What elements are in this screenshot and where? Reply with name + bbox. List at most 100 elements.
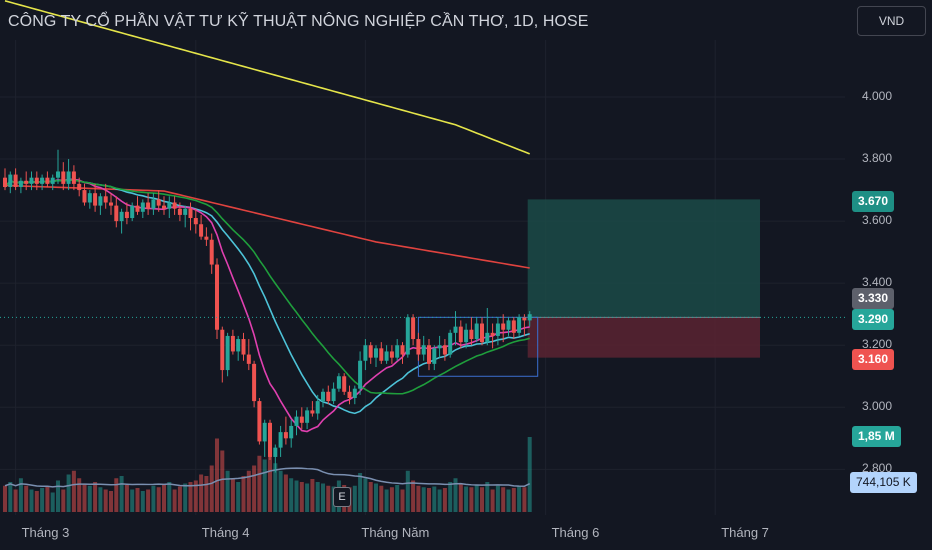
candle-body bbox=[220, 329, 225, 371]
volume-bar bbox=[411, 480, 416, 512]
candle-body bbox=[162, 205, 166, 209]
volume-bar bbox=[209, 465, 214, 512]
candle-body bbox=[321, 391, 325, 402]
candle-body bbox=[437, 345, 442, 349]
volume-bar bbox=[400, 489, 405, 512]
volume-bar bbox=[151, 485, 156, 512]
candle-body bbox=[283, 432, 288, 439]
volume-bar bbox=[24, 485, 29, 512]
volume-bar bbox=[485, 482, 490, 512]
candle-body bbox=[448, 332, 453, 355]
candle-body bbox=[485, 332, 490, 343]
candle-body bbox=[495, 323, 500, 336]
volume-bar bbox=[517, 486, 522, 512]
volume-bar bbox=[432, 486, 437, 512]
volume-bar bbox=[8, 482, 13, 512]
candle-body bbox=[501, 323, 506, 330]
volume-bar bbox=[3, 485, 7, 512]
candle-body bbox=[522, 317, 527, 321]
volume-bar bbox=[278, 470, 283, 512]
volume-bar bbox=[215, 438, 219, 512]
candle-body bbox=[130, 205, 135, 219]
volume-bar bbox=[34, 491, 39, 512]
candle-body bbox=[374, 348, 378, 358]
candle-body bbox=[156, 199, 161, 206]
volume-bar bbox=[480, 487, 484, 512]
candle-body bbox=[368, 345, 373, 358]
volume-bar bbox=[527, 437, 532, 512]
candle-body bbox=[262, 422, 267, 442]
candle-body bbox=[326, 391, 331, 402]
candle-body bbox=[347, 391, 352, 398]
candle-body bbox=[458, 326, 463, 343]
volume-bar bbox=[183, 483, 188, 512]
volume-bar bbox=[220, 450, 225, 512]
candle-body bbox=[480, 323, 484, 343]
candle-body bbox=[289, 425, 294, 439]
volume-bar bbox=[273, 463, 278, 512]
volume-bar bbox=[93, 482, 98, 512]
candle-body bbox=[294, 416, 299, 426]
volume-bar bbox=[98, 487, 103, 512]
candle-body bbox=[310, 410, 315, 414]
volume-bar bbox=[130, 489, 135, 512]
candle-body bbox=[527, 314, 532, 321]
candle-body bbox=[204, 236, 209, 240]
candle-body bbox=[427, 345, 431, 364]
volume-bar bbox=[156, 487, 161, 512]
candle-body bbox=[103, 196, 108, 203]
volume-bar bbox=[124, 485, 129, 512]
volume-bar bbox=[193, 480, 198, 512]
y-tick-label: 3.600 bbox=[862, 213, 893, 228]
volume-bar bbox=[501, 487, 506, 512]
volume-bar bbox=[29, 489, 34, 512]
candle-body bbox=[252, 363, 257, 402]
candle-body bbox=[506, 320, 511, 330]
candle-body bbox=[405, 317, 410, 355]
candle-body bbox=[199, 224, 204, 237]
volume-bar bbox=[188, 482, 193, 512]
volume-bar bbox=[490, 489, 495, 512]
candle-body bbox=[29, 177, 34, 184]
moving-average-lines bbox=[4, 0, 530, 433]
candle-body bbox=[188, 208, 193, 219]
volume-bar bbox=[495, 485, 500, 512]
candle-body bbox=[268, 422, 272, 457]
candle-body bbox=[77, 183, 82, 191]
currency-selector[interactable]: VND bbox=[857, 6, 926, 36]
volume-bar bbox=[262, 459, 267, 512]
candle-body bbox=[400, 345, 405, 355]
candle-body bbox=[56, 171, 60, 178]
candle-body bbox=[61, 171, 66, 184]
volume-ma-tag: 744,105 K bbox=[850, 472, 917, 493]
volume-bar bbox=[374, 483, 378, 512]
candle-body bbox=[236, 339, 241, 352]
candle-body bbox=[299, 416, 304, 423]
y-tick-label: 3.800 bbox=[862, 151, 893, 166]
candle-body bbox=[474, 323, 479, 340]
volume-bar bbox=[162, 485, 166, 512]
volume-bar bbox=[511, 488, 516, 512]
volume-bar bbox=[437, 489, 442, 512]
candle-body bbox=[336, 376, 341, 389]
volume-bar bbox=[358, 473, 363, 512]
volume-bar bbox=[50, 492, 55, 512]
volume-bar bbox=[453, 478, 458, 512]
earnings-event-marker[interactable]: E bbox=[333, 487, 351, 507]
volume-bar bbox=[146, 489, 151, 512]
volume-bar bbox=[241, 476, 246, 512]
volume-bar bbox=[506, 489, 511, 512]
volume-bar bbox=[416, 485, 421, 512]
loss-zone bbox=[527, 317, 760, 358]
long-position-tool[interactable] bbox=[527, 199, 760, 358]
volume-bar bbox=[109, 491, 113, 512]
candle-body bbox=[8, 174, 13, 187]
y-tick-label: 2.800 bbox=[862, 461, 893, 476]
candle-body bbox=[50, 177, 55, 184]
volume-bar bbox=[252, 465, 257, 512]
candle-body bbox=[278, 432, 283, 448]
target-price-tag: 3.670 bbox=[852, 191, 895, 212]
volume-bar bbox=[40, 488, 45, 512]
candle-body bbox=[3, 177, 7, 187]
